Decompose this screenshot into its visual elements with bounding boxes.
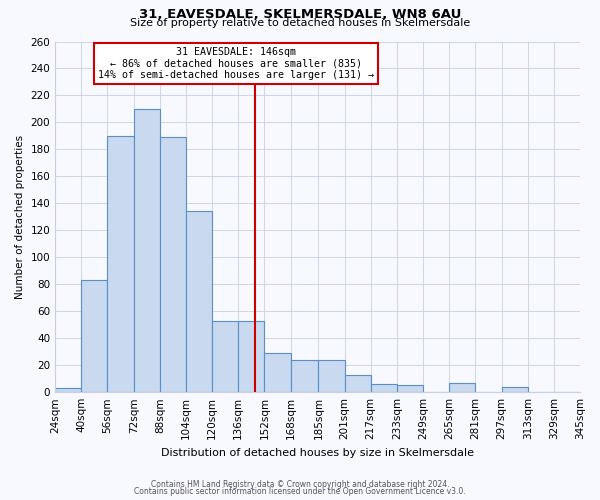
Text: Contains HM Land Registry data © Crown copyright and database right 2024.: Contains HM Land Registry data © Crown c… <box>151 480 449 489</box>
X-axis label: Distribution of detached houses by size in Skelmersdale: Distribution of detached houses by size … <box>161 448 474 458</box>
Bar <box>290 360 319 392</box>
Bar <box>265 353 290 392</box>
Bar <box>55 388 82 392</box>
Bar <box>82 280 107 392</box>
Bar <box>319 360 344 392</box>
Text: Size of property relative to detached houses in Skelmersdale: Size of property relative to detached ho… <box>130 18 470 28</box>
Y-axis label: Number of detached properties: Number of detached properties <box>15 135 25 299</box>
Bar <box>186 212 212 392</box>
Bar <box>160 138 186 392</box>
Bar <box>397 386 423 392</box>
Bar <box>449 382 475 392</box>
Text: Contains public sector information licensed under the Open Government Licence v3: Contains public sector information licen… <box>134 487 466 496</box>
Bar <box>212 320 238 392</box>
Bar <box>238 320 265 392</box>
Bar <box>107 136 134 392</box>
Bar <box>371 384 397 392</box>
Text: 31, EAVESDALE, SKELMERSDALE, WN8 6AU: 31, EAVESDALE, SKELMERSDALE, WN8 6AU <box>139 8 461 20</box>
Bar <box>502 387 527 392</box>
Text: 31 EAVESDALE: 146sqm  
← 86% of detached houses are smaller (835)
14% of semi-de: 31 EAVESDALE: 146sqm ← 86% of detached h… <box>98 47 374 80</box>
Bar <box>344 374 371 392</box>
Bar <box>134 109 160 392</box>
